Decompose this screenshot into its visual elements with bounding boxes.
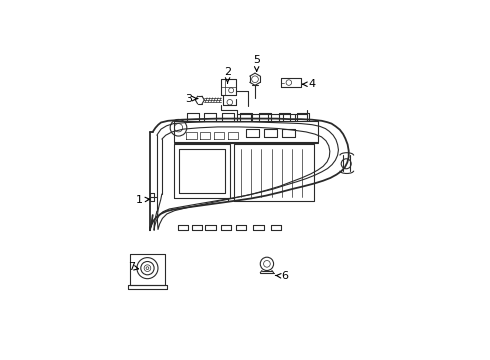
Text: 5: 5 [253,55,260,71]
Text: 1: 1 [135,195,149,205]
Text: 6: 6 [275,271,288,281]
Text: 4: 4 [303,79,316,89]
Text: 3: 3 [185,94,198,104]
Text: 2: 2 [224,67,231,83]
Text: 7: 7 [128,262,139,272]
